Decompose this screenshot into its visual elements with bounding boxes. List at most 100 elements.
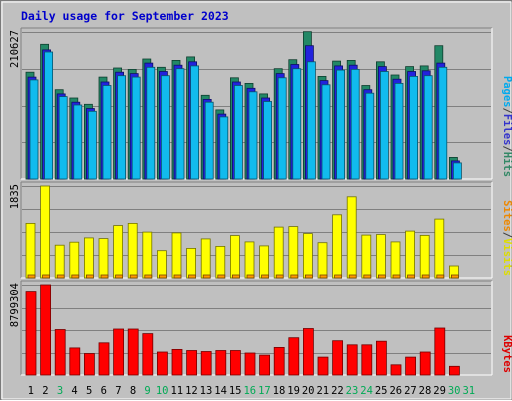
bar-kbytes-kbytes-day-6 [98, 342, 110, 376]
bar-visits-visits-day-4 [69, 241, 80, 279]
bar-visits-visits-day-15 [229, 235, 240, 279]
bar-visits-visits-day-6 [98, 238, 109, 279]
x-tick-label-day-30: 30 [448, 385, 461, 397]
bar-visits-visits-day-9 [142, 231, 153, 279]
bar-visits-sites-day-29 [436, 274, 445, 279]
bar-visits-visits-day-1 [25, 222, 36, 279]
bar-traffic-pages-day-19 [292, 68, 302, 180]
panel-kbytes: 8799304 KBytes [9, 280, 512, 376]
bar-traffic-pages-day-26 [394, 83, 404, 180]
bar-kbytes-kbytes-day-3 [54, 329, 66, 376]
chart-title: Daily usage for September 2023 [21, 9, 229, 23]
bar-visits-sites-day-1 [27, 274, 36, 279]
bar-traffic-pages-day-1 [29, 79, 39, 180]
bar-kbytes-kbytes-day-16 [244, 352, 256, 376]
bar-traffic-pages-day-14 [219, 116, 229, 180]
bar-kbytes-kbytes-day-25 [375, 340, 387, 376]
bar-visits-sites-day-22 [334, 274, 343, 279]
x-axis: 1 2 3 4 5 6 7 8 9 10 11 12 13 14 15 16 17 18 19 20 21 22 23 24 2… [28, 385, 475, 397]
bar-kbytes-kbytes-day-17 [259, 354, 271, 376]
bar-visits-sites-day-30 [450, 274, 459, 279]
x-tick-label-day-23: 23 [346, 385, 359, 397]
bar-visits-visits-day-24 [361, 234, 372, 279]
legend-entry: KBytes [501, 335, 512, 373]
bar-kbytes-kbytes-day-4 [69, 347, 81, 376]
bar-kbytes-kbytes-day-5 [84, 353, 95, 376]
bar-visits-visits-day-5 [84, 237, 94, 279]
bar-traffic-pages-day-17 [263, 101, 273, 180]
bar-kbytes-kbytes-day-14 [215, 350, 227, 376]
x-tick-label-day-13: 13 [200, 385, 213, 397]
bar-traffic-pages-day-11 [175, 68, 185, 180]
bar-kbytes-kbytes-day-21 [317, 356, 329, 376]
legend-entry: Hits [501, 152, 512, 177]
bar-traffic-pages-day-29 [438, 66, 448, 180]
bar-visits-visits-day-11 [171, 232, 182, 279]
bar-visits-sites-day-7 [115, 274, 123, 279]
x-tick-label-day-21: 21 [316, 385, 329, 397]
bar-visits-sites-day-27 [407, 274, 416, 279]
bar-visits-visits-day-26 [390, 241, 401, 279]
x-tick-label-day-20: 20 [302, 385, 315, 397]
bar-kbytes-kbytes-day-24 [361, 344, 373, 376]
x-tick-label-day-5: 5 [86, 385, 92, 397]
bar-visits-visits-day-10 [156, 250, 167, 279]
bar-kbytes-kbytes-day-11 [171, 348, 183, 376]
bar-traffic-pages-day-18 [277, 77, 287, 180]
bar-kbytes-kbytes-day-7 [113, 328, 124, 376]
x-tick-label-day-28: 28 [419, 385, 432, 397]
bar-traffic-pages-day-16 [248, 91, 258, 180]
bar-traffic-pages-day-27 [409, 76, 419, 180]
x-tick-label-day-29: 29 [433, 385, 446, 397]
bar-traffic-pages-day-7 [117, 75, 126, 180]
x-tick-label-day-1: 1 [28, 385, 34, 397]
x-tick-label-day-9: 9 [144, 385, 150, 397]
legend-entry: Sites [501, 200, 512, 232]
x-tick-label-day-14: 14 [214, 385, 227, 397]
x-tick-label-day-10: 10 [156, 385, 169, 397]
bar-kbytes-kbytes-day-2 [40, 284, 51, 376]
bar-visits-sites-day-17 [261, 274, 270, 279]
bar-traffic-pages-day-3 [58, 96, 68, 180]
x-tick-label-day-27: 27 [404, 385, 417, 397]
panel-max-label: 1835 [9, 184, 21, 209]
bar-traffic-pages-day-28 [423, 75, 433, 180]
bar-visits-visits-day-19 [288, 226, 299, 279]
bar-visits-sites-day-11 [173, 274, 182, 279]
bar-traffic-pages-day-13 [204, 101, 214, 180]
panel-max-label: 8799304 [9, 283, 21, 327]
bar-kbytes-kbytes-day-22 [332, 340, 344, 376]
x-tick-label-day-7: 7 [115, 385, 121, 397]
bar-visits-sites-day-13 [202, 274, 211, 279]
bar-kbytes-kbytes-day-30 [448, 365, 460, 376]
bar-kbytes-kbytes-day-15 [229, 350, 241, 376]
bar-traffic-pages-day-12 [190, 65, 200, 180]
x-tick-label-day-24: 24 [360, 385, 373, 397]
x-tick-label-day-15: 15 [229, 385, 242, 397]
bar-kbytes-kbytes-day-9 [142, 333, 154, 376]
bar-traffic-pages-day-2 [44, 51, 53, 180]
bar-visits-visits-day-28 [419, 234, 430, 279]
bar-visits-sites-day-19 [290, 274, 299, 279]
x-tick-label-day-3: 3 [57, 385, 63, 397]
bar-visits-visits-day-18 [273, 226, 284, 279]
bar-visits-visits-day-17 [259, 245, 270, 279]
bar-visits-sites-day-9 [144, 274, 153, 279]
bar-kbytes-kbytes-day-19 [288, 337, 300, 376]
chart-panels: 210627Pages/Files/Hits1835Sites/Visits87… [9, 27, 512, 376]
bar-visits-visits-day-12 [186, 247, 197, 279]
x-tick-label-day-31: 31 [462, 385, 475, 397]
bar-visits-visits-day-14 [215, 245, 226, 279]
bar-traffic-pages-day-21 [321, 84, 331, 180]
bar-kbytes-kbytes-day-27 [405, 356, 417, 376]
x-tick-label-day-18: 18 [273, 385, 286, 397]
bar-visits-sites-day-8 [129, 274, 138, 279]
bar-traffic-pages-day-24 [365, 92, 375, 180]
bar-traffic-pages-day-25 [379, 71, 389, 180]
bar-kbytes-kbytes-day-10 [156, 351, 168, 376]
bar-kbytes-kbytes-day-20 [302, 328, 314, 376]
x-tick-label-day-12: 12 [185, 385, 198, 397]
bar-visits-visits-day-27 [405, 230, 416, 279]
